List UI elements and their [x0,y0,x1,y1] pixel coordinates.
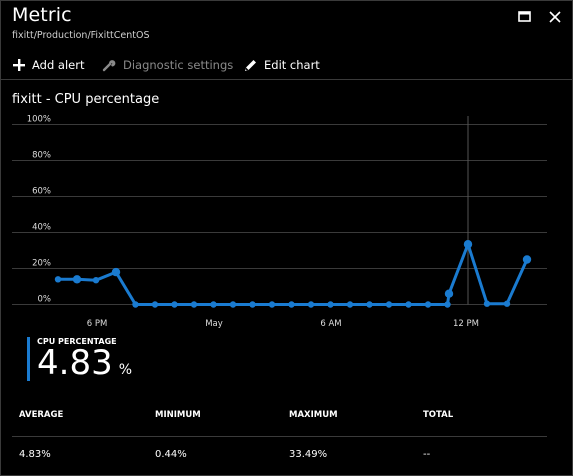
diagnostic-settings-label: Diagnostic settings [123,58,234,72]
data-point [190,301,198,308]
stats-value-average: 4.83% [19,449,51,460]
data-point [229,301,237,308]
data-point [366,301,373,308]
data-point [249,301,256,308]
y-tick-label: 0% [38,295,52,305]
x-tick-label: 6 PM [87,319,108,329]
data-point [268,301,276,308]
y-tick-label: 60% [32,187,51,197]
data-point [132,301,139,308]
close-button[interactable] [547,9,563,25]
cpu-line-chart[interactable]: 0% 20% 40% 60% 80% 100% 6 PM May 6 AM 12 PM [1,111,572,331]
add-alert-button[interactable]: Add alert [12,55,84,75]
data-point [210,301,217,308]
data-point [444,301,451,308]
data-point [111,267,121,277]
command-bar: Add alert Diagnostic settings Edit chart [1,52,572,78]
pencil-icon [245,59,256,71]
data-point [288,301,295,308]
blade-title: Metric [12,4,72,26]
data-point [327,301,334,308]
stats-value-maximum: 33.49% [289,449,328,460]
data-point [522,255,532,264]
kpi-label: CPU PERCENTAGE [37,337,117,346]
data-point [171,301,178,308]
stats-header: AVERAGE MINIMUM MAXIMUM TOTAL [1,410,572,424]
data-point [483,300,491,307]
data-point [54,276,62,283]
y-tick-label: 100% [27,115,51,125]
data-point [463,240,473,249]
x-tick-label: May [205,319,223,329]
y-tick-label: 40% [32,223,51,233]
wrench-icon [102,60,116,72]
kpi-value: 4.83 [37,343,113,383]
series-line [58,242,529,306]
stats-header-maximum: MAXIMUM [289,410,338,420]
stats-header-minimum: MINIMUM [155,410,201,420]
stats-value-minimum: 0.44% [155,449,187,460]
data-point [307,301,315,308]
x-tick-label: 12 PM [453,319,479,329]
edit-chart-label: Edit chart [264,58,320,72]
maximize-icon [518,11,531,22]
add-alert-label: Add alert [32,58,85,72]
data-point [503,300,511,307]
y-tick-label: 20% [32,259,51,269]
data-point [92,277,100,284]
edit-chart-button[interactable]: Edit chart [243,55,320,75]
toolbar-divider [1,79,572,80]
data-point [151,301,159,308]
data-point [444,289,454,298]
plus-icon [13,59,25,71]
kpi-unit: % [118,362,133,378]
stats-values: 4.83% 0.44% 33.49% -- [1,449,572,463]
stats-divider [12,436,547,437]
close-icon [549,11,561,23]
data-point [385,301,393,308]
maximize-button[interactable] [517,9,533,25]
y-tick-label: 80% [32,151,51,161]
stats-header-total: TOTAL [423,410,454,420]
stats-header-average: AVERAGE [19,410,64,420]
data-point [405,301,412,308]
data-point [72,275,82,284]
summary-kpi: CPU PERCENTAGE 4.83 % [27,337,132,381]
chart-title: fixitt - CPU percentage [12,92,160,107]
breadcrumb[interactable]: fixitt/Production/FixittCentOS [12,30,150,41]
diagnostic-settings-button[interactable]: Diagnostic settings [102,55,233,75]
stats-value-total: -- [423,449,431,460]
data-point [346,301,354,308]
x-tick-label: 6 AM [320,319,341,329]
data-point [424,301,432,308]
